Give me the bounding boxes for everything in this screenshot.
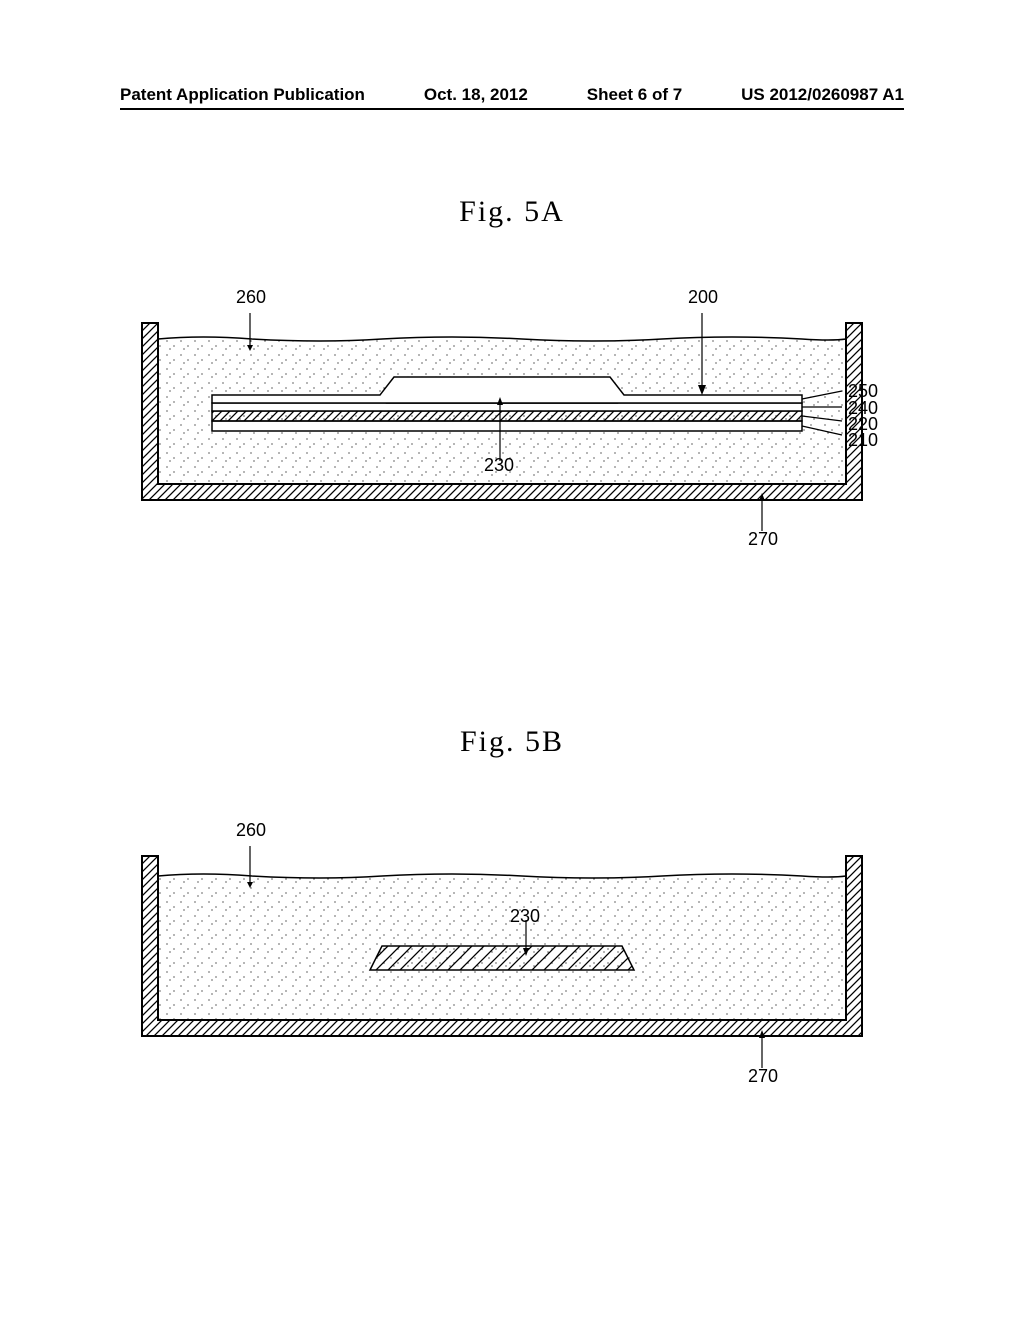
label-a-270: 270 [748,529,778,550]
label-b-270: 270 [748,1066,778,1087]
label-a-210: 210 [848,430,878,451]
page-header: Patent Application Publication Oct. 18, … [0,85,1024,105]
figure-a-diagram: 260 200 250 240 220 210 230 270 [122,295,902,570]
label-b-260: 260 [236,820,266,841]
figure-b-diagram: 260 230 270 [122,828,902,1103]
pub-date: Oct. 18, 2012 [424,85,528,105]
sheet-number: Sheet 6 of 7 [587,85,682,105]
label-a-200: 200 [688,287,718,308]
pub-type: Patent Application Publication [120,85,365,105]
label-a-260: 260 [236,287,266,308]
pub-number: US 2012/0260987 A1 [741,85,904,105]
header-rule [120,108,904,110]
figure-a-title: Fig. 5A [0,195,1024,229]
figure-b-title: Fig. 5B [0,725,1024,759]
label-a-230: 230 [484,455,514,476]
label-b-230: 230 [510,906,540,927]
